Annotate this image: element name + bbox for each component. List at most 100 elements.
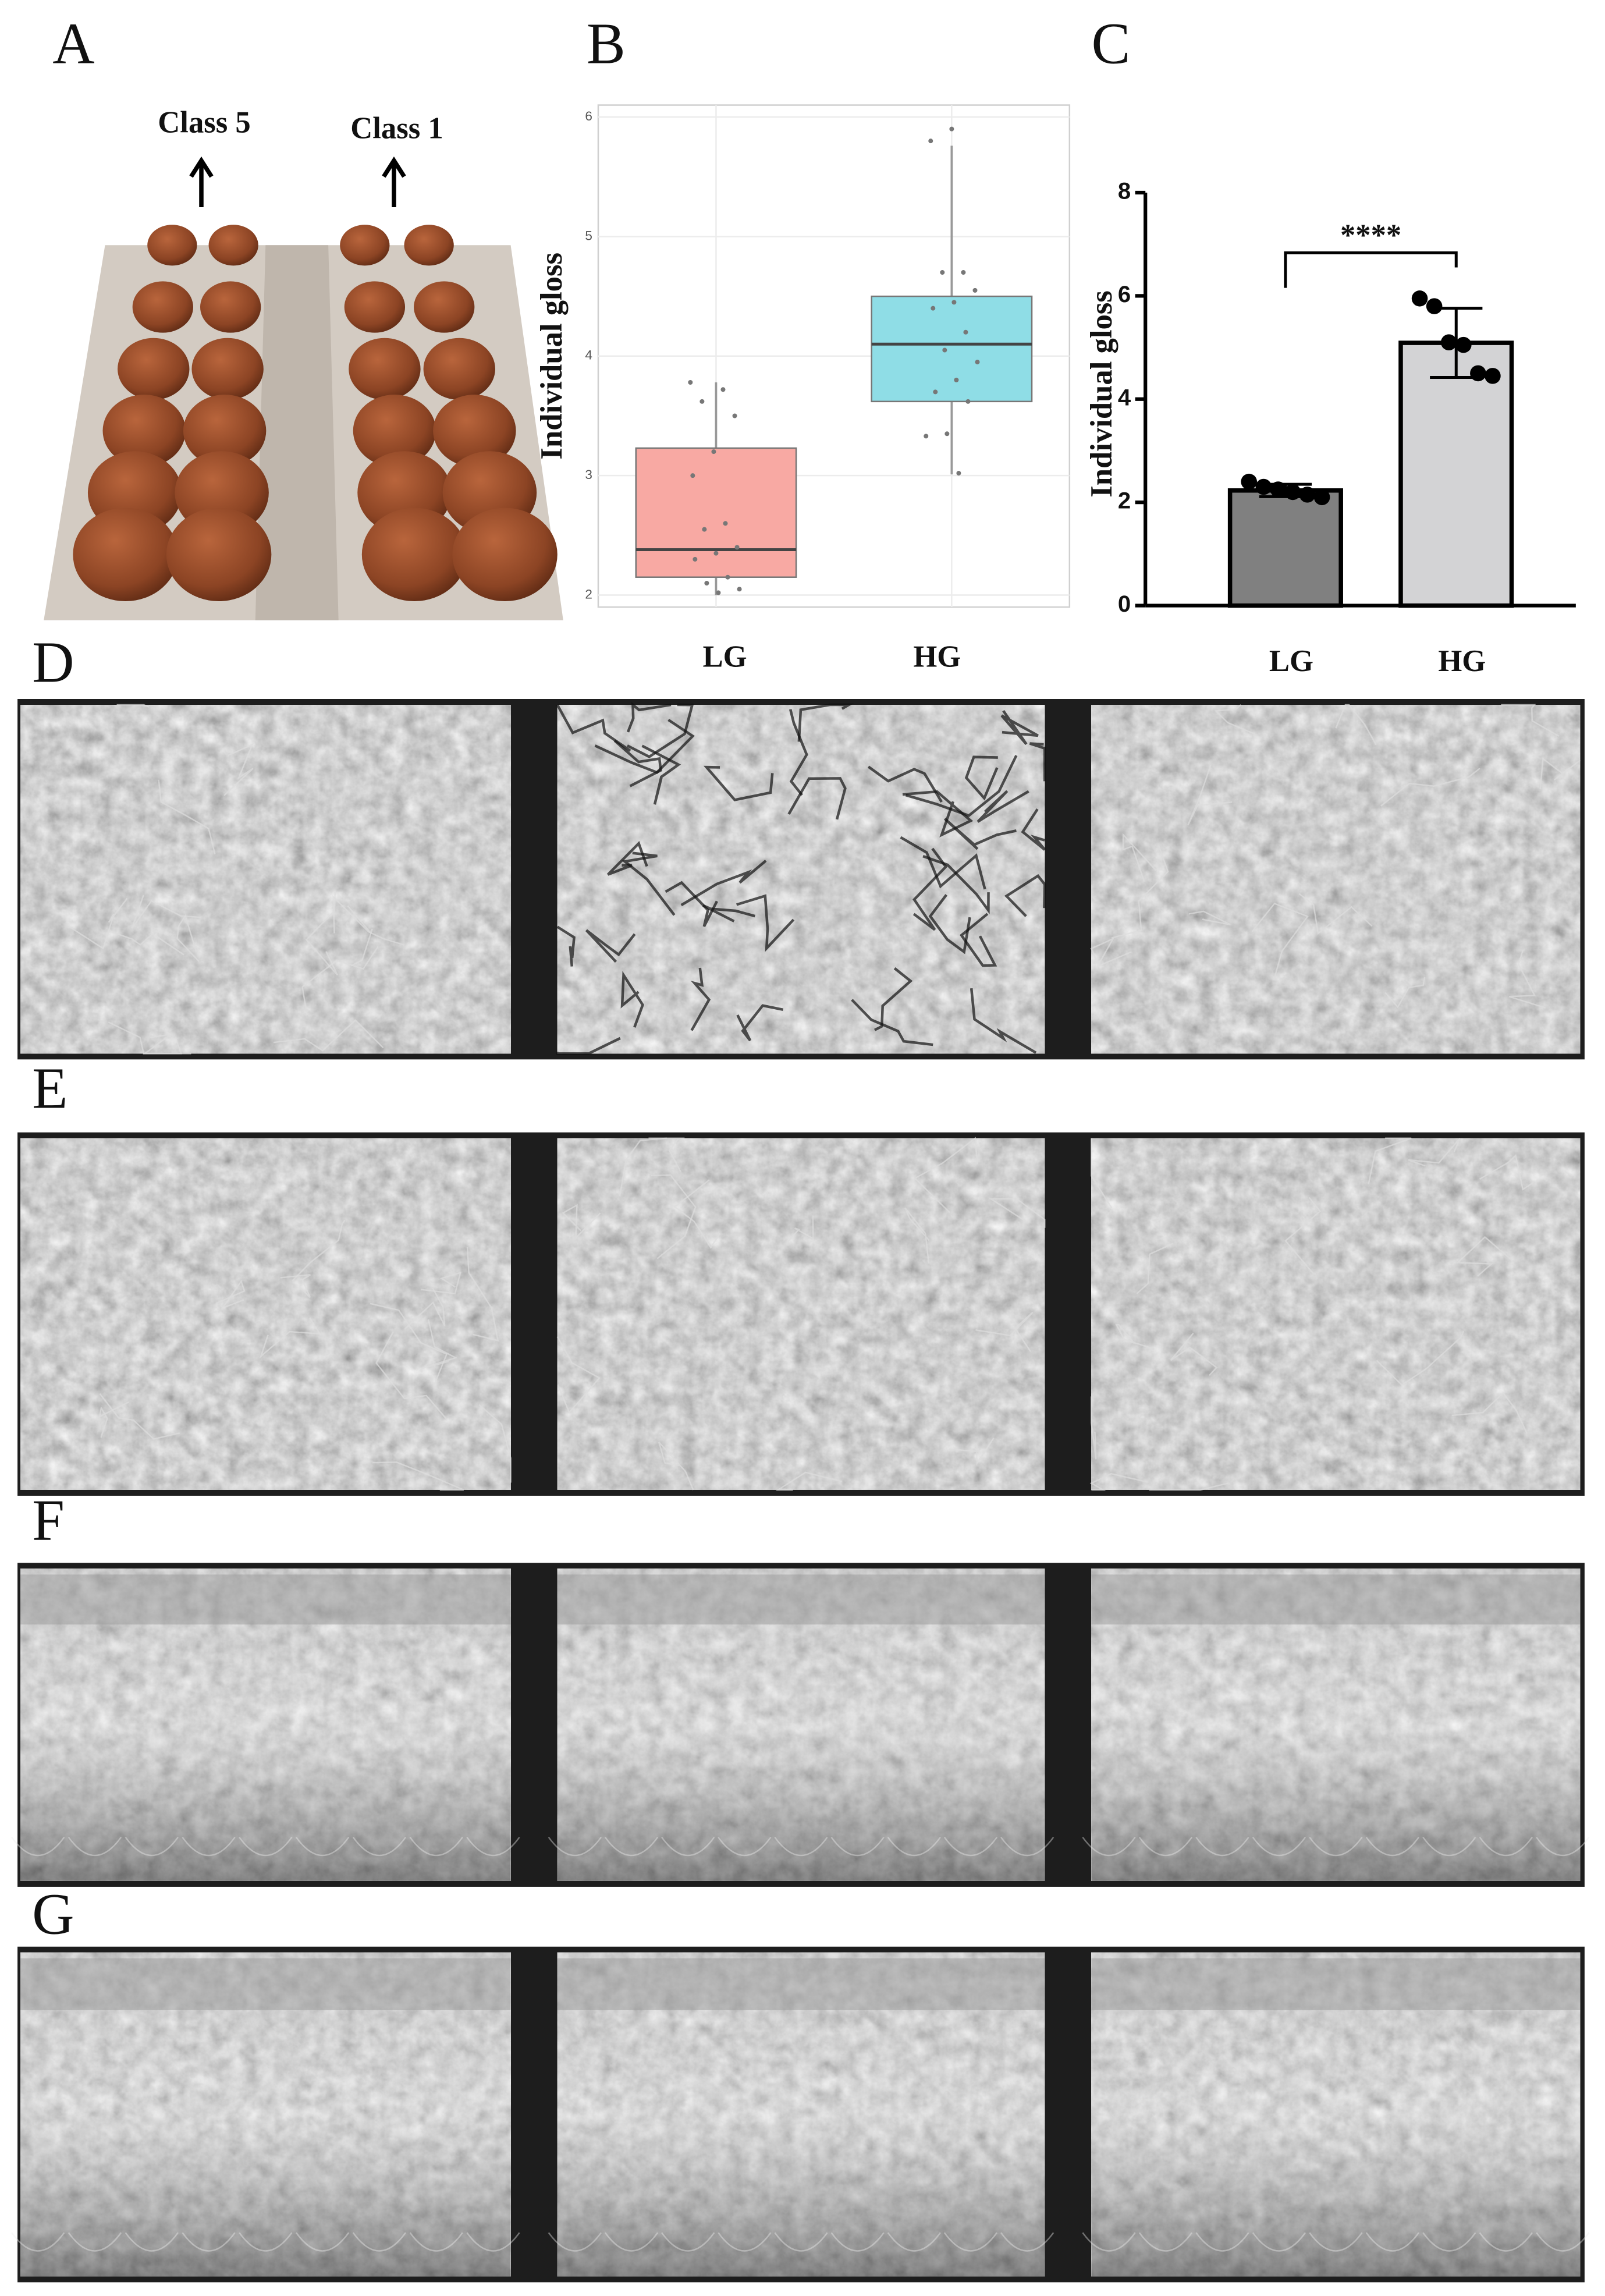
sem-crack	[1214, 704, 1255, 735]
panel-label: A	[52, 11, 94, 76]
egg	[208, 225, 258, 266]
data-point	[944, 431, 950, 437]
egg	[452, 508, 558, 602]
data-point	[704, 580, 709, 585]
box	[871, 295, 1033, 403]
sem-column	[1000, 2232, 1054, 2252]
sem-column	[1536, 1836, 1590, 1857]
y-axis-label: Individual gloss	[1085, 290, 1118, 498]
sem-crack	[1368, 1137, 1412, 1184]
sem-column	[718, 2232, 772, 2252]
sem-column	[774, 1836, 828, 1857]
sem-column	[125, 2232, 179, 2252]
sem-crack	[736, 1004, 784, 1042]
tray-gap	[255, 245, 339, 620]
sem-crack	[1479, 1154, 1535, 1191]
sem-crack	[556, 925, 576, 967]
data-point	[1440, 334, 1457, 350]
sem-crack	[478, 1404, 512, 1483]
sem-crack	[789, 709, 808, 796]
sem-crack	[375, 1331, 447, 1419]
sem-top-layer	[1091, 1574, 1581, 1625]
y-tick-label: 2	[1118, 488, 1131, 514]
sem-image	[1091, 1138, 1581, 1490]
y-tick-label: 8	[1118, 179, 1131, 204]
egg	[102, 394, 186, 467]
sem-crack	[223, 743, 254, 796]
sem-crack	[585, 929, 636, 963]
sem-crack	[1539, 757, 1581, 790]
sem-crack	[404, 1287, 446, 1330]
sem-image	[20, 1138, 511, 1490]
sem-column	[1365, 1836, 1420, 1857]
sem-crack	[1335, 704, 1377, 746]
sem-crack	[873, 967, 913, 1031]
sem-column	[1479, 2232, 1533, 2252]
panel-label: B	[587, 11, 626, 76]
sem-column	[604, 2232, 659, 2252]
sem-crack	[690, 967, 711, 1031]
data-point	[963, 329, 968, 335]
sem-column	[1252, 2232, 1306, 2252]
significance-label: ****	[1340, 218, 1401, 252]
sem-crack	[259, 1317, 321, 1359]
sem-crack	[1091, 1396, 1097, 1460]
sem-column	[1138, 2232, 1193, 2252]
sem-column	[1422, 1836, 1476, 1857]
sem-crack	[702, 904, 755, 922]
egg	[340, 225, 390, 266]
data-point	[933, 389, 938, 395]
sem-crack	[69, 897, 128, 950]
sem-crack	[1408, 1137, 1461, 1167]
sem-column	[125, 1836, 179, 1857]
sem-crack	[109, 930, 184, 956]
sem-crack	[617, 1137, 667, 1198]
sem-column	[1082, 2232, 1136, 2252]
data-point	[688, 379, 693, 385]
sem-column	[1309, 2232, 1363, 2252]
sem-column	[1138, 1836, 1193, 1857]
egg	[200, 281, 261, 333]
sem-crack	[626, 703, 694, 758]
sem-crack	[1284, 1197, 1322, 1275]
data-point	[951, 300, 957, 305]
sem-crack	[1380, 768, 1480, 807]
sem-crack	[658, 1441, 694, 1491]
sem-column	[295, 2232, 350, 2252]
x-tick-label: HG	[913, 640, 961, 673]
data-point	[725, 574, 730, 580]
sem-crack	[176, 914, 200, 962]
data-point	[693, 556, 698, 562]
egg	[361, 508, 467, 602]
data-point	[690, 473, 695, 478]
sem-crack	[556, 1336, 601, 1414]
sem-crack	[964, 755, 999, 801]
y-tick-label: 6	[1118, 282, 1131, 307]
sem-column	[11, 2232, 65, 2252]
data-point	[734, 545, 740, 550]
data-point	[1485, 368, 1501, 384]
sem-crack	[1188, 910, 1231, 925]
panel-label: C	[1091, 11, 1130, 76]
sem-crack	[703, 765, 774, 801]
sem-crack	[1000, 709, 1039, 746]
egg	[191, 338, 264, 400]
sem-crack	[787, 777, 847, 820]
sem-crack	[556, 704, 631, 752]
sem-top-layer	[20, 1574, 511, 1625]
sem-crack	[131, 895, 201, 929]
sem-crack	[1115, 1323, 1152, 1349]
sem-crack	[1384, 977, 1426, 1009]
eggs	[73, 225, 558, 602]
sem-crack	[977, 790, 1029, 823]
panel-label: E	[32, 1056, 68, 1120]
data-point	[1270, 481, 1287, 498]
sem-crack	[613, 739, 662, 787]
sem-crack	[626, 702, 672, 733]
sem-crack	[370, 1303, 448, 1386]
sem-top-layer	[20, 1958, 511, 2010]
sem-column	[352, 1836, 407, 1857]
data-point	[716, 590, 721, 595]
data-point	[702, 527, 707, 532]
